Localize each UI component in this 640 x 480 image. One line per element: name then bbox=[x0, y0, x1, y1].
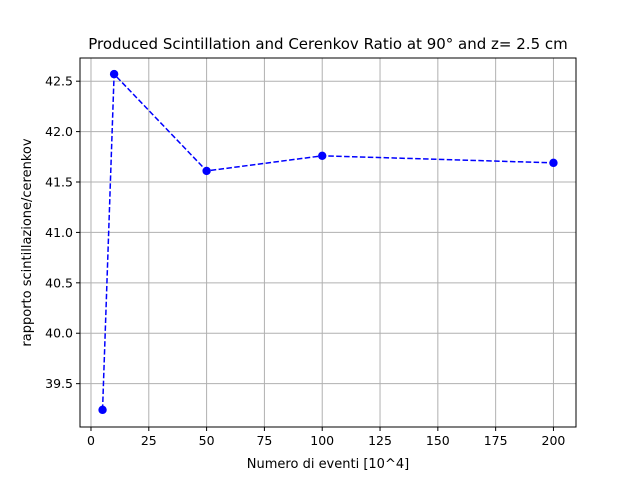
x-tick-label: 25 bbox=[141, 433, 157, 448]
data-point-marker bbox=[109, 69, 119, 79]
y-tick-label: 41.0 bbox=[45, 225, 73, 240]
x-tick-label: 50 bbox=[199, 433, 215, 448]
tick-layer: 0 25 50 75 100 125 150 175 200 39.5 40.0 40.5 41.0 41… bbox=[45, 74, 565, 448]
x-tick-label: 175 bbox=[484, 433, 508, 448]
y-tick-label: 42.0 bbox=[45, 124, 73, 139]
x-tick-label: 150 bbox=[426, 433, 450, 448]
series-line bbox=[101, 72, 554, 410]
y-axis-label: rapporto scintillazione/cerenkov bbox=[20, 138, 35, 346]
x-tick-label: 0 bbox=[87, 433, 95, 448]
x-axis-label: Numero di eventi [10^4] bbox=[247, 457, 409, 472]
series-layer bbox=[98, 69, 558, 415]
plot-frame bbox=[79, 57, 577, 428]
y-tick-label: 42.5 bbox=[45, 74, 73, 89]
chart-title: Produced Scintillation and Cerenkov Rati… bbox=[88, 35, 568, 53]
data-point-marker bbox=[549, 158, 558, 168]
x-tick-label: 75 bbox=[256, 433, 272, 448]
data-point-marker bbox=[98, 405, 107, 415]
x-tick-label: 200 bbox=[542, 433, 566, 448]
x-tick-label: 100 bbox=[310, 433, 334, 448]
y-tick-label: 40.5 bbox=[45, 275, 73, 290]
data-point-marker bbox=[318, 151, 327, 160]
grid-layer bbox=[80, 58, 576, 427]
y-tick-label: 40.0 bbox=[45, 326, 73, 341]
y-tick-label: 41.5 bbox=[45, 175, 73, 190]
data-point-marker bbox=[202, 166, 211, 176]
y-tick-label: 39.5 bbox=[45, 376, 73, 391]
x-tick-label: 125 bbox=[368, 433, 392, 448]
